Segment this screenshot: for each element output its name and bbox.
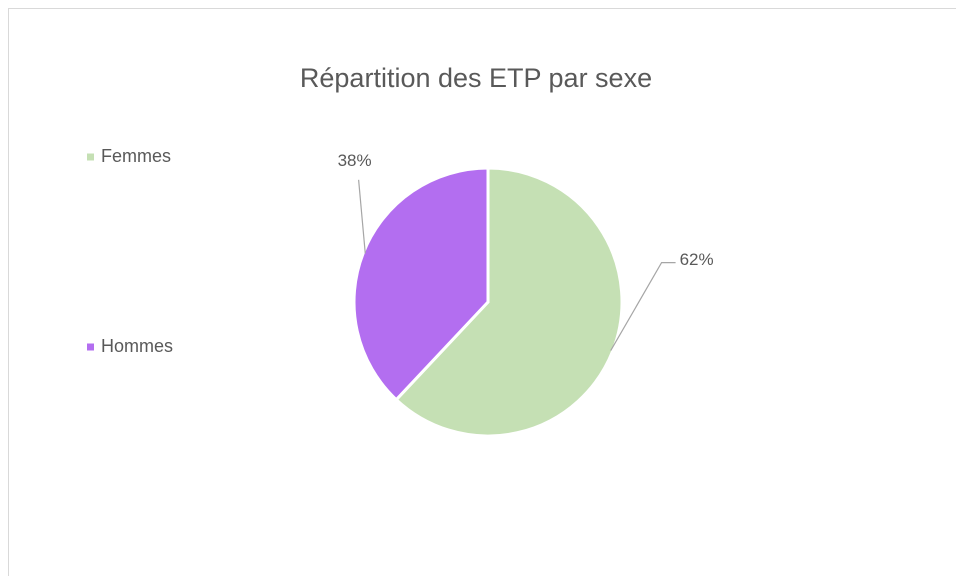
- chart-title: Répartition des ETP par sexe: [300, 63, 652, 93]
- pie-slice: [394, 166, 624, 438]
- leader-line: [358, 179, 366, 254]
- data-label: 38%: [338, 151, 372, 170]
- legend-label: Hommes: [101, 336, 173, 356]
- data-label: 62%: [680, 250, 714, 269]
- pie-slice: [352, 166, 490, 402]
- legend-swatch: [87, 343, 94, 351]
- legend-label: Femmes: [101, 146, 171, 166]
- leader-line: [610, 262, 676, 351]
- legend-swatch: [87, 153, 94, 161]
